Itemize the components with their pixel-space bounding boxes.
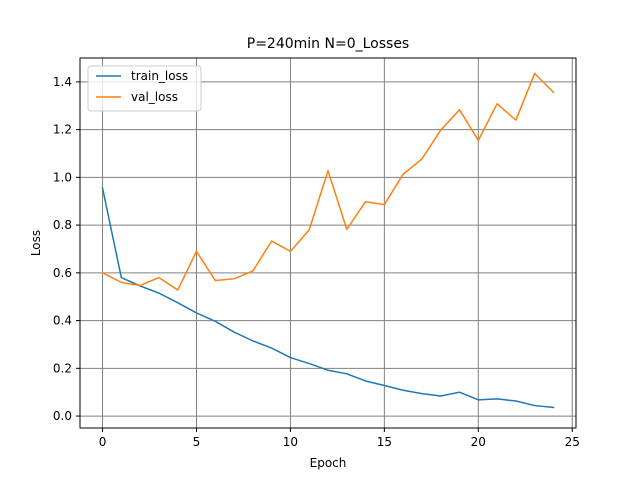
series-layer [101,72,555,409]
y-tick-label: 0.4 [53,314,72,328]
y-tick-label: 0.6 [53,266,72,280]
y-tick-label: 1.2 [53,123,72,137]
x-tick-label: 5 [193,435,201,449]
axis-layer [79,57,577,429]
tick-layer: 0 5 10 15 20 25 0.0 0.2 0.4 0.6 0.8 1.0 1.2 1.4 [53,75,580,449]
x-axis-label: Epoch [310,456,347,470]
y-tick-label: 0.8 [53,218,72,232]
legend-val-loss-label: val_loss [131,90,178,104]
x-tick-label: 10 [283,435,298,449]
y-tick-label: 0.2 [53,361,72,375]
legend-frame [87,65,202,112]
legend-train-loss-label: train_loss [131,69,188,83]
chart-title: P=240min N=0_Losses [247,36,409,52]
x-tick-label: 15 [377,435,392,449]
x-tick-label: 25 [565,435,580,449]
y-axis-label: Loss [29,230,43,256]
plot-area-background [80,58,576,428]
y-tick-label: 1.0 [53,170,72,184]
series-val-loss-line [101,72,555,291]
series-train-loss-line [101,187,555,409]
y-tick-label: 0.0 [53,409,72,423]
x-tick-label: 0 [99,435,107,449]
y-tick-label: 1.4 [53,75,72,89]
x-tick-label: 20 [471,435,486,449]
grid-layer [80,58,576,428]
plot-frame [79,57,577,429]
legend: train_loss val_loss [87,65,202,112]
